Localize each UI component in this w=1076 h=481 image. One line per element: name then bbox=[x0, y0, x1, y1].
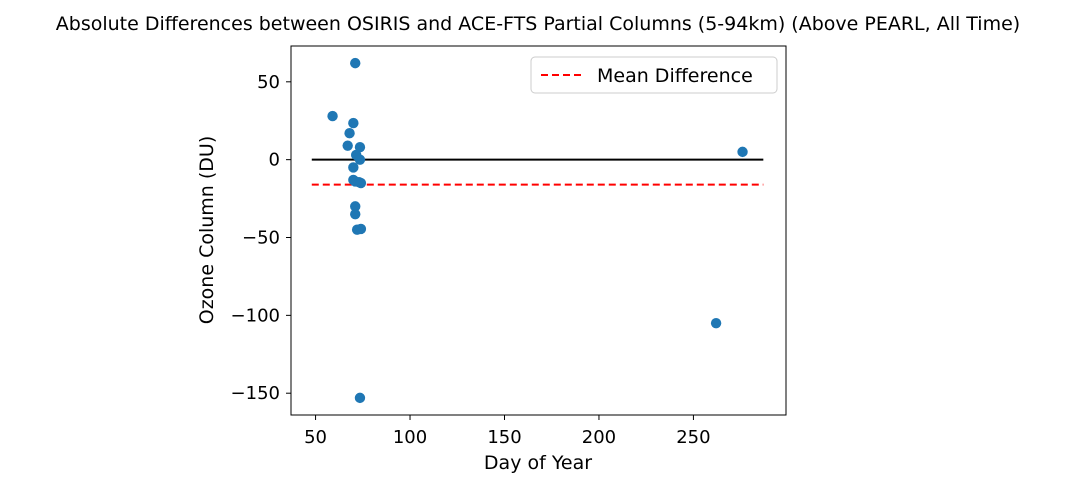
legend: Mean Difference bbox=[530, 56, 778, 94]
legend-label-mean-difference: Mean Difference bbox=[597, 65, 753, 87]
x-tick-label: 50 bbox=[304, 427, 327, 448]
x-tick-label: 250 bbox=[676, 427, 710, 448]
data-point-13 bbox=[354, 142, 366, 153]
y-axis-ticks: 50 0 −50 −100 −150 bbox=[231, 72, 291, 404]
lines-layer bbox=[311, 158, 764, 186]
data-point-9 bbox=[350, 208, 361, 220]
y-tick-label: −100 bbox=[231, 305, 280, 326]
y-tick-label: −150 bbox=[231, 383, 280, 404]
y-axis-label: Ozone Column (DU) bbox=[196, 136, 218, 325]
x-axis-ticks: 50 100 150 200 250 bbox=[304, 415, 711, 448]
points-layer bbox=[327, 57, 748, 404]
data-point-1 bbox=[342, 140, 353, 151]
data-point-0 bbox=[327, 110, 338, 122]
data-point-16 bbox=[355, 223, 367, 235]
data-point-5 bbox=[348, 162, 359, 173]
data-point-18 bbox=[710, 317, 722, 329]
y-tick-label: 50 bbox=[257, 72, 280, 93]
data-point-15 bbox=[355, 177, 367, 189]
data-point-8 bbox=[350, 201, 361, 212]
plot-area bbox=[290, 45, 787, 416]
x-tick-label: 200 bbox=[582, 427, 616, 448]
x-tick-label: 100 bbox=[393, 427, 427, 448]
legend-box bbox=[530, 56, 778, 94]
data-point-3 bbox=[348, 117, 359, 129]
x-tick-label: 150 bbox=[487, 427, 521, 448]
data-point-6 bbox=[350, 57, 361, 69]
chart-title: Absolute Differences between OSIRIS and … bbox=[56, 13, 1020, 35]
x-axis-label: Day of Year bbox=[484, 452, 592, 474]
data-point-14 bbox=[354, 154, 366, 165]
data-point-2 bbox=[344, 127, 355, 139]
data-point-17 bbox=[354, 392, 366, 404]
y-tick-label: 0 bbox=[269, 150, 280, 171]
data-point-19 bbox=[737, 146, 748, 158]
y-tick-label: −50 bbox=[242, 228, 280, 249]
